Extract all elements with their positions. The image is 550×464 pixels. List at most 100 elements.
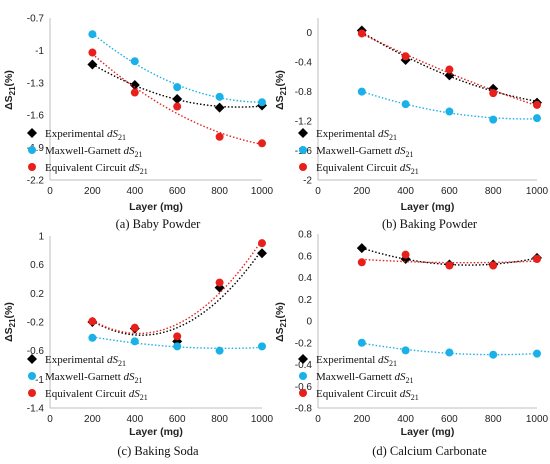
legend-label: Maxwell-Garnett dS21	[45, 371, 143, 385]
x-tick-label: 1000	[251, 186, 274, 197]
data-point	[401, 346, 410, 355]
x-tick-label: 400	[126, 186, 143, 197]
y-axis-label: ΔS21(%)	[3, 302, 17, 342]
legend-marker	[27, 128, 37, 138]
x-tick-label: 600	[441, 186, 458, 197]
x-tick-label: 1000	[251, 414, 274, 425]
data-point	[215, 278, 224, 287]
data-point	[173, 102, 182, 111]
legend-marker	[299, 146, 307, 154]
data-point	[214, 102, 225, 113]
data-point	[401, 52, 410, 61]
y-tick-label: 0.2	[30, 289, 44, 300]
y-tick-label: 0.8	[298, 230, 312, 241]
x-tick-label: 200	[353, 414, 370, 425]
y-tick-label: 0	[306, 317, 312, 328]
legend-marker	[28, 163, 36, 171]
legend-marker	[27, 354, 37, 364]
data-point	[88, 30, 97, 39]
chart-panel-3: 1 0.6 0.2 -0.2 -0.6 -1 -1.40 200 400 600 800 1000 La…	[3, 232, 274, 459]
legend: Experimental dS21 Maxwell-Garnett dS21 Equ…	[298, 128, 419, 176]
y-tick-label: -0.8	[295, 87, 313, 98]
x-tick-label: 0	[315, 186, 321, 197]
y-tick-label: -0.2	[27, 318, 45, 329]
data-point	[356, 243, 367, 254]
x-axis-label: Layer (mg)	[401, 201, 455, 213]
legend-label: Experimental dS21	[316, 354, 397, 368]
y-tick-label: 0.6	[298, 251, 312, 262]
x-tick-label: 800	[211, 414, 228, 425]
x-tick-label: 600	[169, 186, 186, 197]
y-tick-label: 0.6	[30, 260, 44, 271]
y-axis-label: ΔS21(%)	[274, 302, 288, 342]
data-point	[489, 261, 498, 270]
y-tick-label: -1	[35, 46, 44, 57]
panel-caption: (b) Baking Powder	[382, 217, 478, 231]
x-axis-label: Layer (mg)	[401, 426, 455, 438]
panel-caption: (c) Baking Soda	[117, 444, 199, 458]
data-point	[88, 48, 97, 57]
x-tick-label: 0	[47, 414, 53, 425]
x-axis-label: Layer (mg)	[129, 426, 183, 438]
trendline-1	[92, 249, 263, 336]
x-tick-label: 200	[84, 186, 101, 197]
y-tick-label: -0.7	[27, 14, 45, 25]
x-tick-label: 200	[353, 186, 370, 197]
y-tick-label: -0.8	[295, 404, 313, 415]
data-point	[130, 323, 139, 332]
y-tick-label: -0.2	[295, 338, 313, 349]
x-tick-label: 1000	[526, 186, 549, 197]
data-point	[129, 79, 140, 90]
chart-panel-2: 0-0.4-0.8-1.2-1.6-202004006008001000Laye…	[274, 18, 549, 231]
y-tick-label: -0.4	[295, 360, 313, 371]
y-tick-label: -1.3	[27, 78, 45, 89]
legend: Experimental dS21 Maxwell-Garnett dS21 Equ…	[298, 354, 419, 402]
y-tick-label: -1	[35, 375, 44, 386]
y-tick-label: -2.2	[27, 176, 45, 187]
x-tick-label: 600	[441, 414, 458, 425]
data-point	[173, 342, 182, 351]
data-point	[489, 350, 498, 359]
trendline-3	[92, 239, 263, 335]
data-point	[87, 59, 98, 70]
legend-marker	[28, 389, 36, 397]
y-tick-label: 0	[306, 28, 312, 39]
y-tick-label: -0.6	[27, 346, 45, 357]
data-point	[215, 92, 224, 101]
panel-caption: (d) Calcium Carbonate	[372, 444, 487, 458]
y-axis-label: ΔS21(%)	[3, 70, 17, 110]
x-tick-label: 600	[169, 414, 186, 425]
y-axis-label: ΔS21(%)	[274, 70, 288, 110]
legend-label: Maxwell-Garnett dS21	[316, 145, 414, 159]
data-point	[533, 255, 541, 264]
x-tick-label: 1000	[526, 414, 549, 425]
data-point	[444, 70, 455, 81]
legend-marker	[28, 146, 36, 154]
data-point	[130, 57, 139, 66]
data-point	[258, 139, 266, 148]
legend-marker	[28, 372, 36, 380]
panel-caption: (a) Baby Powder	[116, 217, 202, 231]
data-point	[215, 132, 224, 141]
data-point	[357, 87, 366, 96]
legend-label: Maxwell-Garnett dS21	[316, 371, 414, 385]
legend-label: Equivalent Circuit dS21	[316, 388, 419, 402]
x-tick-label: 800	[211, 186, 228, 197]
data-point	[172, 94, 183, 104]
x-tick-label: 0	[47, 186, 53, 197]
legend-label: Equivalent Circuit dS21	[45, 388, 148, 402]
chart-panel-1: -0.7-1-1.3-1.6-1.9-2.202004006008001000L…	[3, 14, 274, 232]
legend-marker	[298, 354, 308, 364]
data-point	[258, 342, 266, 351]
x-tick-label: 800	[485, 414, 502, 425]
data-point	[489, 115, 498, 124]
trendline-3	[361, 33, 538, 107]
legend-label: Experimental dS21	[45, 128, 126, 142]
data-point	[533, 114, 541, 123]
x-tick-label: 0	[315, 414, 321, 425]
y-tick-label: -2	[303, 176, 312, 187]
y-tick-label: -0.4	[295, 58, 313, 69]
legend-marker	[299, 372, 307, 380]
data-point	[445, 348, 454, 357]
